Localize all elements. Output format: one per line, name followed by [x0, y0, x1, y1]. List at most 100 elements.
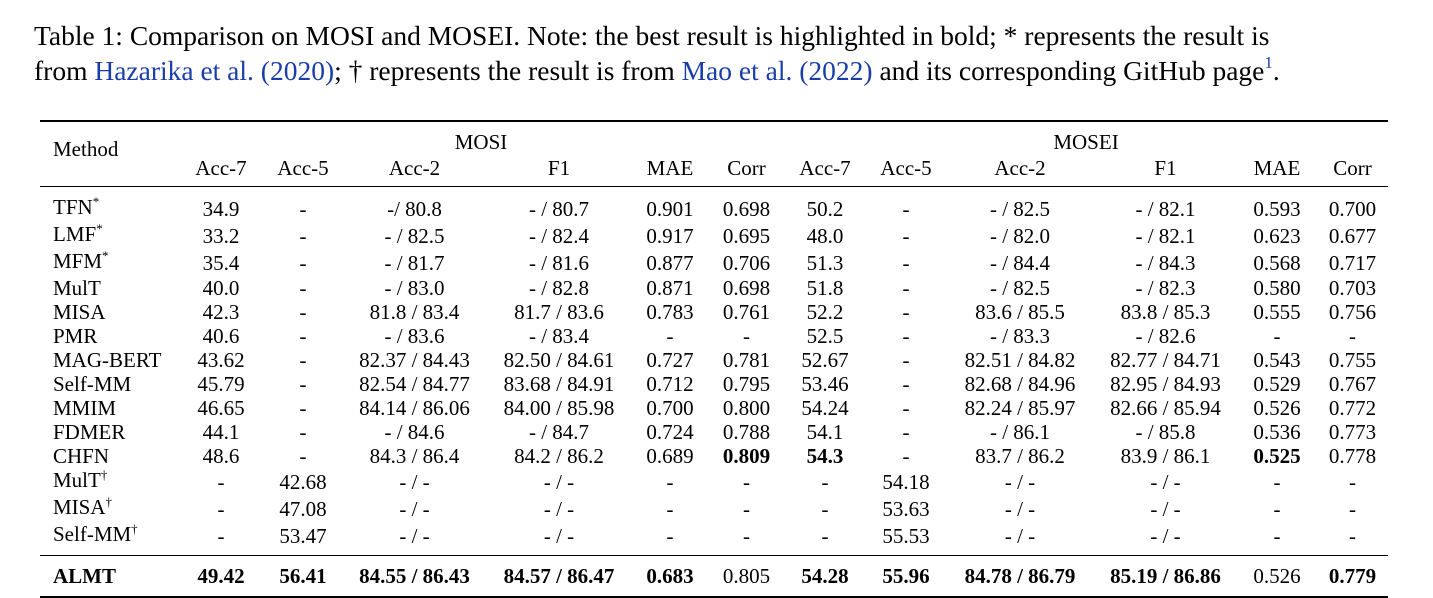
metric-cell: - / - [543, 469, 575, 494]
metric-cell: - / 83.4 [528, 324, 590, 348]
metric-cell: 53.47 [279, 523, 327, 548]
metric-cell: 0.781 [722, 348, 771, 372]
metric-cell: 83.7 / 86.2 [975, 444, 1065, 468]
column-header: MAE [646, 156, 694, 180]
source-mark: * [102, 248, 109, 263]
metric-cell: 50.2 [806, 196, 844, 221]
header-rule [40, 186, 1389, 195]
metric-cell: 0.700 [646, 396, 694, 420]
metric-cell: - / 83.6 [384, 324, 445, 348]
caption-text: and its corresponding GitHub page [872, 55, 1265, 86]
source-mark: * [96, 221, 103, 236]
metric-cell: 46.65 [197, 396, 245, 420]
metric-cell: 84.55 / 86.43 [342, 555, 487, 598]
metric-cell: - / - [399, 496, 430, 521]
metric-cell: - [821, 496, 829, 521]
metric-cell: 53.63 [882, 496, 930, 521]
caption-text: from [34, 55, 95, 86]
metric-cell: - [1273, 469, 1281, 494]
metric-cell: - [902, 444, 910, 468]
metric-cell: 0.526 [1237, 555, 1318, 598]
metric-cell: - [299, 348, 307, 372]
metric-cell: - [666, 523, 674, 548]
metric-cell: 0.877 [646, 250, 694, 275]
citation-mao-link[interactable]: Mao et al. (2022) [681, 55, 873, 86]
metric-cell: 0.773 [1328, 420, 1377, 444]
metric-cell: 0.677 [1328, 223, 1377, 248]
metric-cell: 48.0 [806, 223, 844, 248]
metric-cell: - [902, 396, 910, 420]
metric-cell: 0.580 [1253, 276, 1301, 300]
metric-cell: - [902, 324, 910, 348]
caption-line-1: Table 1: Comparison on MOSI and MOSEI. N… [34, 18, 1404, 53]
column-header: Acc-7 [195, 156, 247, 180]
table-row: MISA† - 47.08 - / - - / - - - - 53.63 - / - - / - -… [40, 494, 1388, 522]
metric-cell: - [902, 250, 910, 275]
table-body: TFN* 34.9- -/ 80.8- / 80.7 0.901 0.698 50.2- -… [40, 186, 1389, 598]
metric-cell: - / 84.7 [528, 420, 590, 444]
metric-cell: - [743, 324, 750, 348]
metric-cell: 0.555 [1253, 300, 1301, 324]
metric-cell: 35.4 [202, 250, 240, 275]
metric-cell: 42.68 [279, 469, 327, 494]
metric-cell: 81.8 / 83.4 [369, 300, 460, 324]
metric-cell: - / 81.7 [384, 250, 445, 275]
metric-cell: - / 80.7 [528, 196, 590, 221]
metric-cell: - / - [1004, 523, 1036, 548]
source-mark: † [100, 467, 108, 482]
metric-cell: - / 82.5 [384, 223, 445, 248]
citation-hazarika-link[interactable]: Hazarika et al. (2020) [94, 55, 335, 86]
table-row: MMIM 46.65 - 84.14 / 86.06 84.00 / 85.98 0.70… [40, 396, 1388, 420]
source-mark: * [92, 194, 100, 209]
metric-cell: - [299, 223, 307, 248]
metric-cell: 34.9 [202, 196, 240, 221]
metric-cell: 84.00 / 85.98 [503, 396, 615, 420]
footnote-link[interactable]: 1 [1264, 52, 1273, 72]
method-name-cell: PMR [53, 324, 98, 348]
metric-cell: - / - [399, 469, 430, 494]
metric-cell: - / 82.3 [1135, 276, 1196, 300]
metric-cell: 0.724 [646, 420, 694, 444]
method-name-cell: FDMER [53, 420, 126, 444]
metric-cell: 33.2 [202, 223, 240, 248]
metric-cell: 84.3 / 86.4 [369, 444, 460, 468]
metric-cell: 54.24 [801, 396, 849, 420]
metric-cell: 85.19 / 86.86 [1094, 555, 1238, 598]
caption-text: ; † represents the result is from [334, 55, 682, 86]
caption-text: Table 1: Comparison on MOSI and MOSEI. N… [34, 20, 1270, 51]
column-header: Corr [727, 156, 766, 180]
metric-cell: 0.761 [722, 300, 771, 324]
metric-cell: 84.57 / 86.47 [487, 555, 631, 598]
table-row: MISA 42.3 - 81.8 / 83.4 81.7 / 83.6 0.783 0.76… [40, 300, 1388, 324]
metric-cell: 0.795 [722, 372, 771, 396]
caption-text: . [1272, 55, 1280, 86]
metric-cell: 0.779 [1317, 555, 1389, 598]
table-row: Self-MM 45.79 - 82.54 / 84.77 83.68 / 84.91 0… [40, 372, 1388, 396]
metric-cell: 48.6 [202, 444, 240, 468]
metric-cell: 45.79 [197, 372, 245, 396]
method-name-cell: MFM* [53, 248, 109, 273]
metric-cell: 42.3 [202, 300, 240, 324]
metric-cell: - [299, 372, 307, 396]
metric-cell: 0.536 [1253, 420, 1301, 444]
table-row: Self-MM† - 53.47 - / - - / - - - - 55.53 - / - - /… [40, 521, 1388, 549]
metric-cell: - / 82.1 [1135, 196, 1196, 221]
metric-cell: - / - [1004, 469, 1036, 494]
column-header: MAE [1253, 156, 1301, 180]
final-row-rule [40, 549, 1389, 556]
mosei-group-header: MOSEI [784, 120, 1389, 156]
metric-cell: - [743, 496, 750, 521]
method-name-cell: MISA [53, 300, 106, 324]
metric-cell: - [1349, 523, 1357, 548]
metric-cell: 51.8 [806, 276, 844, 300]
method-name-cell: ALMT [40, 555, 178, 598]
metric-cell: 0.917 [646, 223, 694, 248]
metric-cell: 0.717 [1328, 250, 1377, 275]
metric-cell: 82.54 / 84.77 [359, 372, 470, 396]
metric-cell: - [821, 523, 829, 548]
metric-cell: - [299, 396, 307, 420]
metric-cell: - [299, 420, 307, 444]
metric-cell: 0.805 [709, 555, 785, 598]
metric-cell: - [299, 250, 307, 275]
metric-cell: 0.727 [646, 348, 694, 372]
